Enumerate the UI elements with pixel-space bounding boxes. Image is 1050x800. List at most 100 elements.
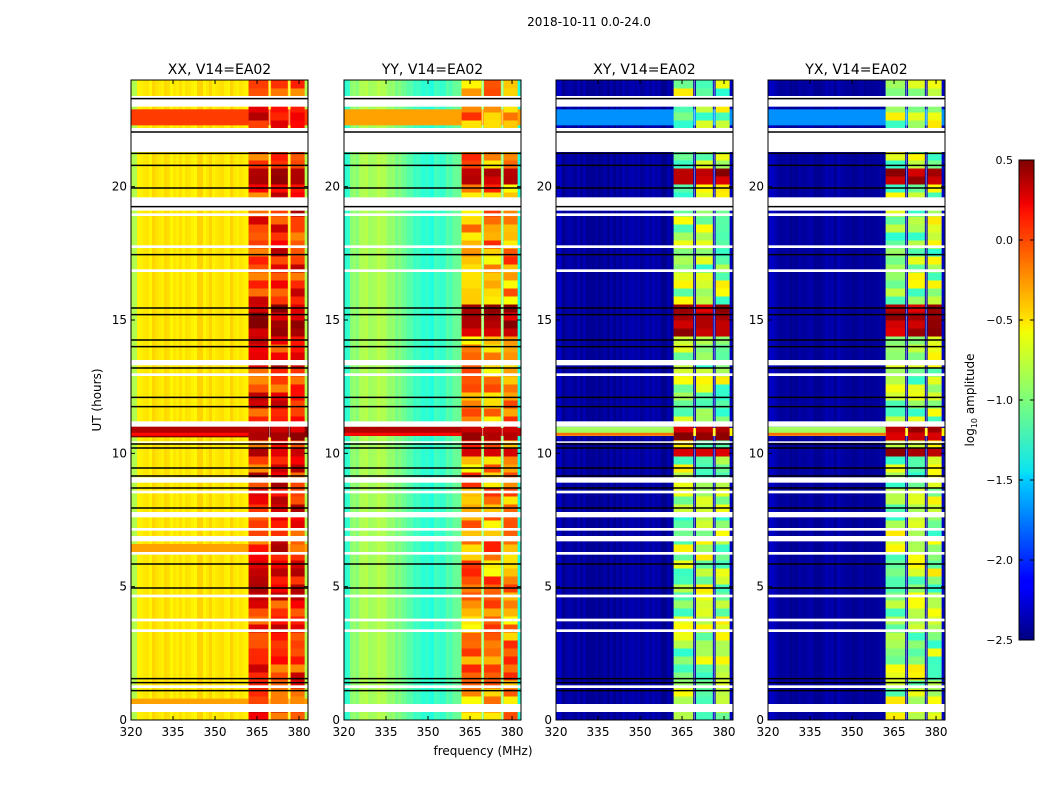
rfi-cell	[696, 656, 713, 665]
rfi-cell	[503, 248, 518, 257]
rfi-cell	[503, 432, 518, 441]
rfi-cell	[503, 160, 518, 169]
rfi-cell	[715, 368, 730, 377]
rfi-cell	[908, 232, 925, 241]
heatmap-column	[580, 80, 584, 720]
rfi-cell	[461, 576, 482, 585]
rfi-cell	[461, 424, 482, 433]
rfi-cell	[290, 280, 305, 289]
rfi-cell	[271, 88, 288, 97]
rfi-cell	[927, 608, 942, 617]
rfi-cell	[673, 176, 694, 185]
rfi-cell	[290, 608, 305, 617]
rfi-cell	[271, 328, 288, 337]
rfi-cell	[715, 112, 730, 121]
rfi-cell	[484, 208, 501, 217]
rfi-cell	[290, 696, 305, 705]
rfi-cell	[673, 240, 694, 249]
heatmap-column	[209, 80, 213, 720]
rfi-cell	[673, 496, 694, 505]
heatmap-column	[798, 80, 802, 720]
rfi-cell	[715, 240, 730, 249]
heatmap-column	[822, 80, 826, 720]
heatmap-column	[804, 80, 808, 720]
heatmap-column	[365, 80, 369, 720]
rfi-cell	[290, 480, 305, 489]
rfi-cell	[673, 400, 694, 409]
x-tick-label: 365	[459, 725, 482, 739]
rfi-cell	[673, 608, 694, 617]
rfi-cell	[908, 416, 925, 425]
rfi-cell	[271, 648, 288, 657]
rfi-cell	[290, 712, 305, 720]
panel-title: XY, V14=EA02	[593, 62, 695, 78]
heatmap-column	[658, 80, 662, 720]
rfi-cell	[271, 232, 288, 241]
panel-yx: YX, V14=EA02 320 335 350 365 380 0 5 10 15 20	[749, 62, 948, 739]
rfi-cell	[271, 688, 288, 697]
rfi-cell	[461, 392, 482, 401]
rfi-cell	[461, 688, 482, 697]
heatmap-column	[864, 80, 868, 720]
rfi-cell	[484, 696, 501, 705]
heatmap-column	[149, 80, 153, 720]
rfi-cell	[673, 104, 694, 113]
rfi-cell	[908, 192, 925, 201]
heatmap-column	[649, 80, 653, 720]
rfi-cell	[503, 328, 518, 337]
rfi-cell	[248, 320, 269, 329]
y-tick-label: 0	[332, 713, 340, 727]
rfi-cell	[927, 480, 942, 489]
rfi-cell	[715, 520, 730, 529]
rfi-cell	[271, 368, 288, 377]
rfi-cell	[461, 176, 482, 185]
rfi-cell	[908, 288, 925, 297]
rfi-cell	[461, 408, 482, 417]
rfi-cell	[696, 608, 713, 617]
heatmap-column	[828, 80, 832, 720]
rfi-cell	[484, 376, 501, 385]
flagged-gap	[768, 373, 945, 376]
flagged-gap	[344, 269, 521, 272]
rfi-cell	[885, 88, 906, 97]
rfi-cell	[271, 248, 288, 257]
rfi-cell	[461, 80, 482, 89]
rfi-cell	[927, 408, 942, 417]
y-tick-label: 5	[119, 580, 127, 594]
heatmap-column	[458, 80, 462, 720]
heatmap-column	[356, 80, 360, 720]
rfi-cell	[461, 352, 482, 361]
rfi-cell	[503, 112, 518, 121]
rfi-cell	[696, 544, 713, 553]
y-tick-label: 15	[749, 313, 764, 327]
heatmap-column	[628, 80, 632, 720]
rfi-cell	[696, 456, 713, 465]
heatmap-column	[371, 80, 375, 720]
rfi-cell	[461, 104, 482, 113]
heatmap-column	[143, 80, 147, 720]
flagged-gap	[556, 245, 733, 248]
rfi-cell	[908, 224, 925, 233]
heatmap-image	[344, 80, 521, 720]
rfi-cell	[927, 400, 942, 409]
rfi-cell	[908, 368, 925, 377]
rfi-cell	[908, 480, 925, 489]
rfi-cell	[484, 664, 501, 673]
flagged-gap	[768, 552, 945, 555]
rfi-cell	[927, 288, 942, 297]
rfi-cell	[715, 328, 730, 337]
rfi-cell	[461, 712, 482, 720]
y-tick-label: 5	[544, 580, 552, 594]
rfi-cell	[290, 688, 305, 697]
flagged-gap	[344, 441, 521, 443]
rfi-cell	[908, 520, 925, 529]
flagged-gap	[344, 536, 521, 542]
rfi-cell	[271, 432, 288, 441]
rfi-cell	[696, 176, 713, 185]
rfi-cell	[673, 456, 694, 465]
heatmap-column	[589, 80, 593, 720]
rfi-cell	[673, 648, 694, 657]
heatmap-column	[245, 80, 249, 720]
rfi-cell	[290, 104, 305, 113]
heatmap-column	[825, 80, 829, 720]
